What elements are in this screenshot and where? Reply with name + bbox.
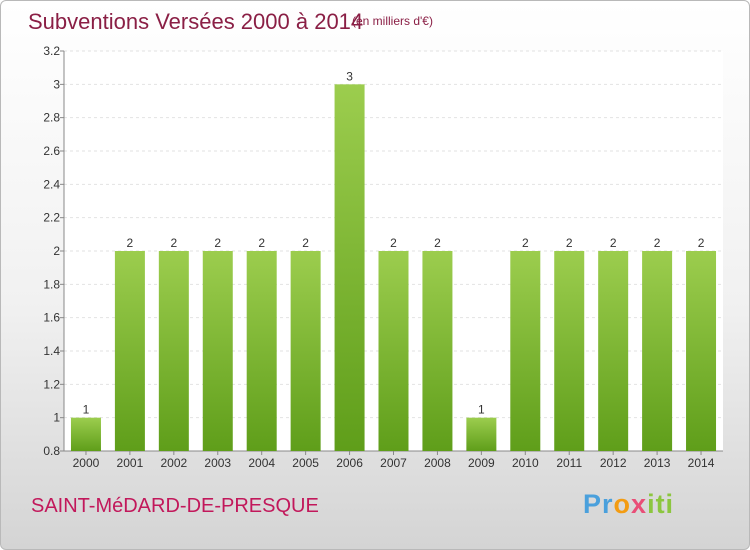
bar <box>334 84 365 451</box>
data-label: 1 <box>83 403 90 417</box>
bar <box>422 251 453 451</box>
x-tick-label: 2007 <box>380 456 407 470</box>
bar <box>114 251 145 451</box>
bar <box>202 251 233 451</box>
data-label: 2 <box>522 236 529 250</box>
commune-name: SAINT-MéDARD-DE-PRESQUE <box>31 495 319 517</box>
bar <box>554 251 585 451</box>
x-tick-label: 2009 <box>468 456 495 470</box>
data-label: 2 <box>434 236 441 250</box>
data-label: 2 <box>610 236 617 250</box>
labels: 1 2 2 2 2 2 3 2 2 1 2 2 2 2 2 <box>83 69 705 416</box>
logo-part: iti <box>647 489 675 519</box>
proxiti-logo: Proxiti <box>583 489 674 520</box>
data-label: 2 <box>127 236 134 250</box>
data-label: 3 <box>346 69 353 83</box>
x-tick-label: 2003 <box>204 456 231 470</box>
bars <box>70 84 717 451</box>
logo-part: Pr <box>583 489 614 519</box>
y-tick-label: 2.6 <box>43 144 60 158</box>
y-tick-label: 3 <box>53 77 60 91</box>
data-label: 2 <box>258 236 265 250</box>
data-label: 2 <box>390 236 397 250</box>
y-tick-label: 2.4 <box>43 177 60 191</box>
y-tick-label: 1.6 <box>43 311 60 325</box>
logo-part: x <box>631 489 648 519</box>
x-tick-label: 2011 <box>556 456 582 470</box>
data-label: 2 <box>170 236 177 250</box>
bar <box>466 417 497 451</box>
x-tick-label: 2012 <box>600 456 627 470</box>
y-tick-label: 1 <box>53 411 60 425</box>
x-tick-label: 2010 <box>512 456 539 470</box>
bar <box>642 251 673 451</box>
y-tick-label: 1.2 <box>43 377 60 391</box>
chart-title: Subventions Versées 2000 à 2014 <box>28 9 364 34</box>
x-tick-label: 2001 <box>117 456 144 470</box>
bar <box>158 251 189 451</box>
y-tick-label: 1.4 <box>43 344 60 358</box>
bar <box>70 417 101 451</box>
y-tick-label: 0.8 <box>43 444 60 458</box>
bar <box>378 251 409 451</box>
y-tick-label: 2.8 <box>43 111 60 125</box>
data-label: 2 <box>302 236 309 250</box>
x-tick-label: 2008 <box>424 456 451 470</box>
y-tick-label: 2 <box>53 244 60 258</box>
x-tick-label: 2013 <box>644 456 671 470</box>
bar <box>246 251 277 451</box>
bar <box>510 251 541 451</box>
data-label: 1 <box>478 403 485 417</box>
chart-subtitle: (en milliers d'€) <box>352 14 433 28</box>
bar <box>290 251 321 451</box>
y-tick-label: 1.8 <box>43 277 60 291</box>
x-tick-label: 2002 <box>160 456 187 470</box>
x-tick-label: 2006 <box>336 456 363 470</box>
x-tick-label: 2005 <box>292 456 319 470</box>
y-tick-label: 2.2 <box>43 211 60 225</box>
logo-part: o <box>613 489 632 519</box>
y-tick-label: 3.2 <box>43 44 60 58</box>
x-tick-label: 2004 <box>248 456 275 470</box>
axes: 0.8 1 1.2 1.4 1.6 1.8 2 2.2 2.4 2.6 2.8 3 3.2 2000 200… <box>43 44 723 470</box>
x-tick-label: 2014 <box>688 456 715 470</box>
data-label: 2 <box>566 236 573 250</box>
x-tick-label: 2000 <box>73 456 100 470</box>
data-label: 2 <box>698 236 705 250</box>
data-label: 2 <box>214 236 221 250</box>
bar <box>686 251 717 451</box>
bar <box>598 251 629 451</box>
data-label: 2 <box>654 236 661 250</box>
